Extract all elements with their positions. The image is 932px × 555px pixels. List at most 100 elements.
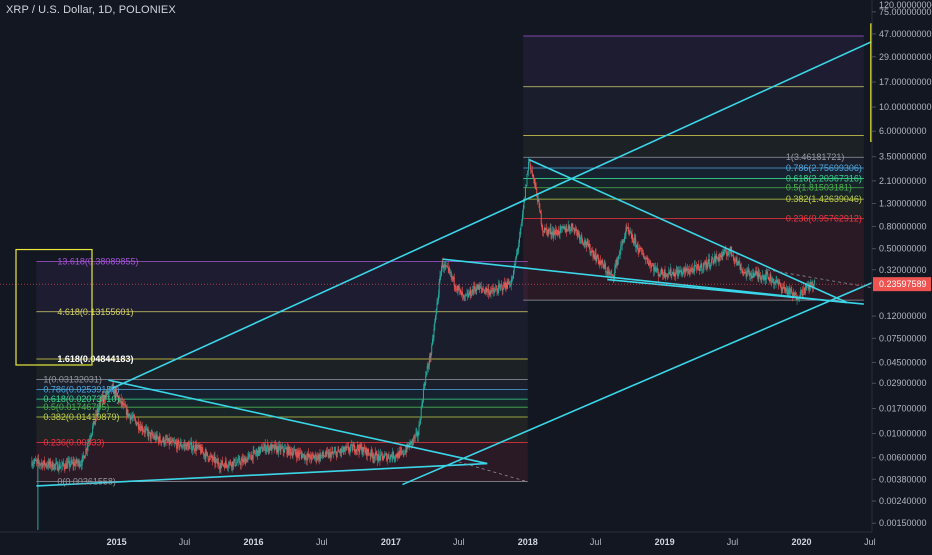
- candle-body: [80, 464, 82, 466]
- candle-body: [240, 460, 242, 465]
- candle-body: [84, 455, 86, 459]
- candle-body: [579, 234, 581, 240]
- candle-body: [344, 450, 346, 452]
- candle-body: [428, 365, 430, 367]
- candle-body: [758, 273, 760, 277]
- candle-body: [341, 449, 343, 452]
- candle-body: [284, 448, 286, 450]
- candle-body: [242, 458, 244, 463]
- candle-body: [473, 285, 475, 290]
- candle-body: [560, 226, 562, 228]
- candle-body: [570, 230, 572, 231]
- candle-body: [241, 458, 243, 461]
- candle-body: [477, 284, 479, 290]
- candle-body: [113, 389, 115, 395]
- candle-body: [633, 240, 635, 244]
- candle-body: [761, 276, 763, 278]
- candle-body: [613, 275, 615, 278]
- candle-body: [125, 406, 127, 415]
- candle-body: [709, 265, 711, 267]
- candle-body: [302, 454, 304, 455]
- candle-body: [140, 425, 142, 431]
- candle-body: [413, 436, 415, 439]
- candle-body: [633, 237, 635, 244]
- candle-body: [515, 253, 517, 258]
- candle-body: [464, 295, 466, 297]
- candle-body: [559, 227, 561, 235]
- candle-body: [720, 254, 722, 258]
- candle-body: [530, 164, 532, 171]
- candle-body: [444, 264, 446, 267]
- candle-body: [222, 464, 224, 466]
- candle-body: [616, 260, 618, 266]
- candle-body: [251, 455, 253, 460]
- candle-body: [211, 455, 213, 459]
- candle-body: [555, 230, 556, 235]
- candle-body: [808, 285, 810, 289]
- candle-body: [260, 446, 262, 448]
- candle-body: [443, 264, 445, 269]
- candle-body: [435, 309, 437, 316]
- candle-body: [338, 449, 340, 452]
- candle-body: [177, 440, 179, 442]
- candle-body: [537, 198, 539, 202]
- candle-body: [226, 464, 228, 467]
- candle-body: [297, 451, 299, 454]
- candle-body: [130, 417, 132, 421]
- candle-body: [797, 298, 799, 300]
- candle-body: [216, 459, 218, 464]
- candle-body: [377, 454, 379, 462]
- candle-body: [253, 450, 255, 452]
- candle-body: [425, 372, 427, 376]
- candle-body: [305, 458, 307, 461]
- candle-body: [208, 459, 210, 461]
- candle-body: [558, 234, 560, 235]
- candle-body: [59, 464, 61, 469]
- candle-body: [299, 452, 301, 454]
- candle-body: [224, 465, 226, 468]
- candle-body: [165, 438, 167, 440]
- candle-body: [779, 281, 781, 284]
- candle-body: [597, 254, 599, 260]
- candle-body: [753, 275, 755, 278]
- candle-body: [625, 227, 627, 235]
- candle-body: [92, 426, 94, 433]
- candle-body: [556, 232, 558, 236]
- candle-body: [750, 273, 752, 276]
- candle-body: [800, 289, 802, 297]
- candle-body: [110, 386, 112, 388]
- candle-body: [107, 391, 109, 394]
- candle-body: [257, 447, 259, 457]
- fib-labels-fib-2014: 0(0.00361558) 0.236(0.00833) 0.382(0.01419…: [15, 248, 138, 487]
- candle-body: [230, 461, 232, 465]
- candle-body: [544, 227, 546, 233]
- candle-body: [542, 231, 544, 232]
- candle-body: [609, 274, 611, 275]
- candle-body: [693, 265, 695, 273]
- candle-body: [198, 445, 200, 448]
- candle-body: [708, 258, 710, 264]
- candle-body: [487, 288, 489, 291]
- candle-body: [636, 244, 638, 248]
- candle-body: [737, 262, 739, 265]
- candle-body: [410, 440, 412, 445]
- candle-body: [660, 268, 662, 275]
- fib-band: [523, 135, 864, 158]
- candle-body: [479, 286, 481, 288]
- candle-body: [274, 444, 276, 450]
- candle-body: [503, 282, 505, 287]
- candle-body: [350, 444, 352, 449]
- candle-body: [586, 241, 588, 247]
- candle-body: [100, 399, 102, 402]
- candle-body: [131, 417, 133, 419]
- candle-body: [705, 261, 707, 265]
- candle-body: [146, 428, 148, 430]
- candle-body: [403, 453, 405, 455]
- candle-body: [707, 263, 709, 264]
- candle-body: [608, 271, 610, 272]
- candle-body: [700, 263, 702, 268]
- candle-body: [581, 235, 583, 240]
- candle-body: [154, 435, 156, 439]
- candle-body: [279, 445, 281, 451]
